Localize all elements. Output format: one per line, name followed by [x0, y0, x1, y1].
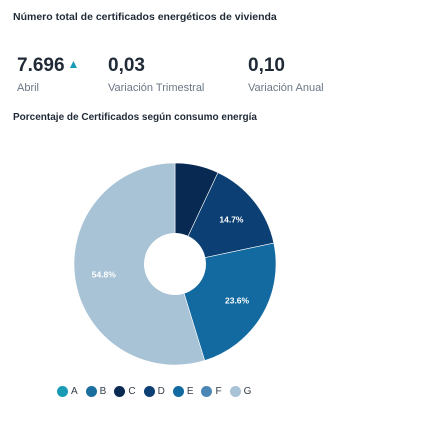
kpi-quarterly: 0,03 Variación Trimestral [108, 55, 204, 95]
legend-label: G [243, 386, 252, 397]
legend-label: E [186, 386, 194, 397]
legend-item-C[interactable]: C [114, 386, 136, 397]
data-label-E: 23.6% [225, 296, 250, 306]
legend-dot-icon [172, 386, 184, 397]
data-label-G: 54.8% [92, 270, 117, 280]
legend-dot-icon [114, 386, 126, 397]
kpi-total-value: 7.696 [17, 55, 65, 76]
legend-label: F [215, 386, 222, 397]
kpi-total: 7.696 ▲ Abril [17, 55, 79, 95]
legend-item-D[interactable]: D [143, 386, 165, 397]
legend-label: B [99, 386, 107, 397]
trend-up-icon: ▲ [67, 57, 80, 71]
pie-slice-G[interactable] [73, 162, 206, 366]
legend-item-A[interactable]: A [57, 386, 78, 397]
legend-label: D [157, 386, 165, 397]
data-label-D: 14.7% [219, 214, 244, 224]
legend-label: C [128, 386, 136, 397]
donut-chart: 14.7% 23.6% 54.8% [73, 162, 277, 366]
legend-label: A [71, 386, 78, 397]
certificates-total-title: Número total de certificados energéticos… [13, 11, 277, 23]
kpi-annual: 0,10 Variación Anual [248, 55, 324, 95]
donut-hole [144, 233, 206, 295]
legend-item-E[interactable]: E [172, 386, 194, 397]
kpi-quarterly-label: Variación Trimestral [108, 82, 205, 94]
legend-dot-icon [85, 386, 97, 397]
kpi-total-label: Abril [17, 82, 40, 94]
legend-item-B[interactable]: B [85, 386, 107, 397]
chart-legend: A B C D E F G [57, 386, 259, 397]
legend-dot-icon [143, 386, 155, 397]
kpi-quarterly-value: 0,03 [108, 55, 145, 76]
pie-slice-D[interactable] [174, 172, 275, 265]
legend-item-G[interactable]: G [229, 386, 252, 397]
kpi-annual-value: 0,10 [248, 55, 285, 76]
chart-title: Porcentaje de Certificados según consumo… [13, 112, 257, 123]
legend-dot-icon [201, 386, 213, 397]
kpi-annual-label: Variación Anual [248, 82, 324, 94]
legend-dot-icon [57, 386, 68, 397]
legend-dot-icon [229, 386, 241, 397]
legend-item-F[interactable]: F [201, 386, 222, 397]
